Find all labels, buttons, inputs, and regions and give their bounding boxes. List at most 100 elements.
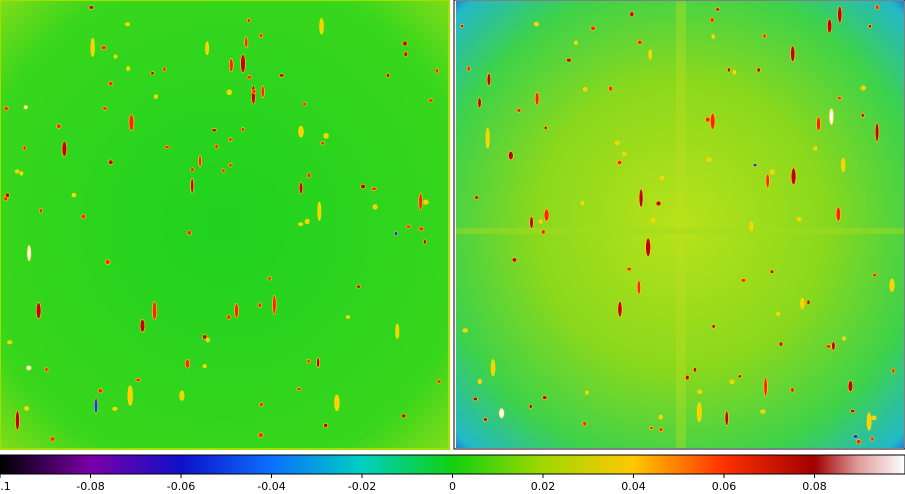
source: [585, 390, 589, 395]
source: [729, 379, 735, 385]
source: [477, 97, 482, 109]
source: [740, 278, 747, 283]
source: [259, 33, 264, 39]
source: [436, 379, 442, 384]
sources: [3, 4, 896, 445]
source: [860, 85, 866, 91]
source: [685, 374, 690, 381]
source: [320, 141, 325, 146]
source: [386, 73, 390, 78]
source: [323, 133, 329, 139]
source: [113, 54, 118, 59]
source: [637, 39, 643, 45]
source: [574, 40, 578, 45]
source: [868, 24, 872, 29]
source: [267, 276, 272, 281]
source: [636, 279, 641, 295]
tick-label: 0.02: [531, 480, 556, 493]
source: [135, 377, 141, 382]
colorbar-ticks: -0.1 -0.08 -0.06 -0.04 -0.02 0 0.02 0.04 0.06 0.0…: [0, 474, 827, 493]
source: [762, 33, 767, 39]
source: [608, 85, 613, 92]
source: [705, 116, 711, 123]
source: [240, 127, 245, 132]
source: [756, 67, 761, 73]
source: [651, 218, 656, 224]
source: [778, 341, 784, 347]
source: [298, 125, 304, 138]
source: [617, 159, 623, 165]
source: [711, 34, 716, 39]
source: [434, 68, 439, 74]
source: [466, 66, 471, 72]
source: [44, 367, 49, 373]
source: [205, 337, 210, 343]
source: [796, 216, 802, 222]
source: [228, 162, 233, 168]
source: [528, 404, 533, 409]
source: [769, 169, 775, 175]
source: [405, 224, 412, 229]
source: [800, 297, 805, 310]
source: [543, 125, 548, 130]
source: [126, 66, 131, 72]
source: [490, 359, 496, 377]
source: [872, 273, 878, 278]
source: [198, 155, 202, 168]
tick-label: 0.08: [802, 480, 827, 493]
source: [508, 151, 514, 161]
source: [15, 410, 20, 431]
source: [837, 5, 843, 24]
tick-label: 0: [449, 480, 456, 493]
source: [534, 91, 540, 106]
source: [323, 423, 329, 428]
source: [395, 323, 400, 339]
source: [543, 208, 550, 222]
source: [108, 159, 114, 165]
source: [816, 116, 821, 132]
source: [402, 40, 408, 47]
source: [124, 22, 131, 27]
source: [889, 278, 895, 292]
source: [732, 69, 737, 75]
source: [26, 365, 32, 371]
source: [790, 45, 796, 62]
source: [659, 176, 665, 180]
source: [317, 201, 322, 221]
source: [190, 177, 195, 194]
source: [7, 340, 13, 345]
source: [226, 314, 231, 320]
source: [306, 172, 312, 179]
source: [71, 192, 77, 198]
source: [847, 380, 854, 393]
source: [649, 426, 654, 430]
source: [205, 41, 210, 56]
tick-label: -0.02: [348, 480, 376, 493]
source: [258, 432, 264, 438]
source: [80, 213, 86, 220]
source: [724, 410, 729, 426]
source: [190, 167, 195, 172]
source: [221, 168, 226, 174]
source: [813, 146, 818, 151]
source: [709, 17, 715, 23]
source: [626, 266, 632, 272]
source: [806, 299, 811, 306]
source: [538, 219, 543, 224]
source: [296, 387, 302, 391]
source: [711, 324, 716, 329]
source: [860, 113, 865, 118]
source: [334, 394, 340, 411]
source: [856, 439, 862, 445]
source: [582, 421, 587, 427]
source: [825, 344, 832, 349]
source: [202, 364, 207, 369]
source: [259, 401, 264, 408]
source: [179, 390, 185, 401]
source: [226, 89, 233, 96]
source: [93, 397, 99, 414]
source: [272, 294, 277, 315]
source: [423, 199, 429, 205]
source: [737, 374, 742, 379]
